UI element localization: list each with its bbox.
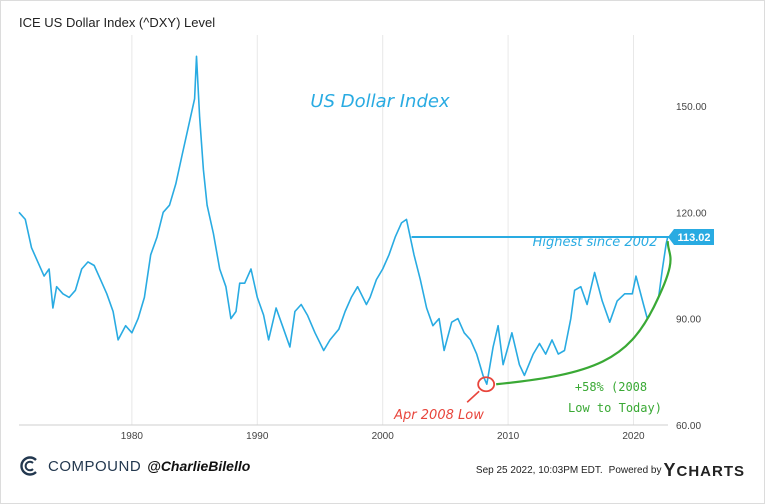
ycharts-attribution: Sep 25 2022, 10:03PM EDT. Powered by YCH… [476, 460, 745, 481]
gain-curve [496, 241, 672, 386]
compound-branding: COMPOUND @CharlieBilello [18, 452, 250, 480]
ycharts-logo: YCHARTS [663, 460, 745, 481]
gain-label-line-1: +58% (2008 [575, 380, 647, 394]
x-tick-label: 1990 [246, 431, 269, 442]
x-tick-label: 2000 [372, 431, 395, 442]
last-value-label: 113.02 [677, 232, 710, 244]
y-tick-label: 90.00 [676, 315, 701, 326]
y-tick-label: 60.00 [676, 421, 701, 432]
y-tick-label: 120.00 [676, 208, 707, 219]
last-value-badge: 113.02 [668, 229, 714, 246]
grid [131, 35, 635, 425]
timestamp: Sep 25 2022, 10:03PM EDT. [475, 465, 603, 476]
plot-label: US Dollar Index [310, 91, 450, 112]
x-axis: 1980 1990 2000 2010 2020 [121, 431, 645, 442]
x-tick-label: 2020 [622, 431, 645, 442]
compound-logo-icon [20, 456, 37, 476]
ycharts-logo-y: Y [663, 460, 677, 480]
highest-since-2002-label: Highest since 2002 [533, 235, 658, 250]
twitter-handle: @CharlieBilello [147, 458, 251, 474]
x-tick-label: 1980 [121, 431, 144, 442]
y-axis: 60.00 90.00 120.00 150.00 [676, 102, 707, 432]
low-marker-arrow [466, 390, 480, 403]
x-tick-label: 2010 [497, 431, 520, 442]
low-marker-circle [477, 376, 496, 393]
powered-by: Powered by [608, 465, 662, 476]
apr-2008-low-label: Apr 2008 Low [393, 408, 484, 423]
chart-title: ICE US Dollar Index (^DXY) Level [19, 15, 216, 30]
series-line [18, 55, 669, 386]
compound-brand: COMPOUND [48, 457, 142, 475]
gain-label-line-2: Low to Today) [568, 401, 662, 415]
ycharts-logo-text: CHARTS [676, 463, 745, 480]
y-tick-label: 150.00 [676, 102, 707, 113]
